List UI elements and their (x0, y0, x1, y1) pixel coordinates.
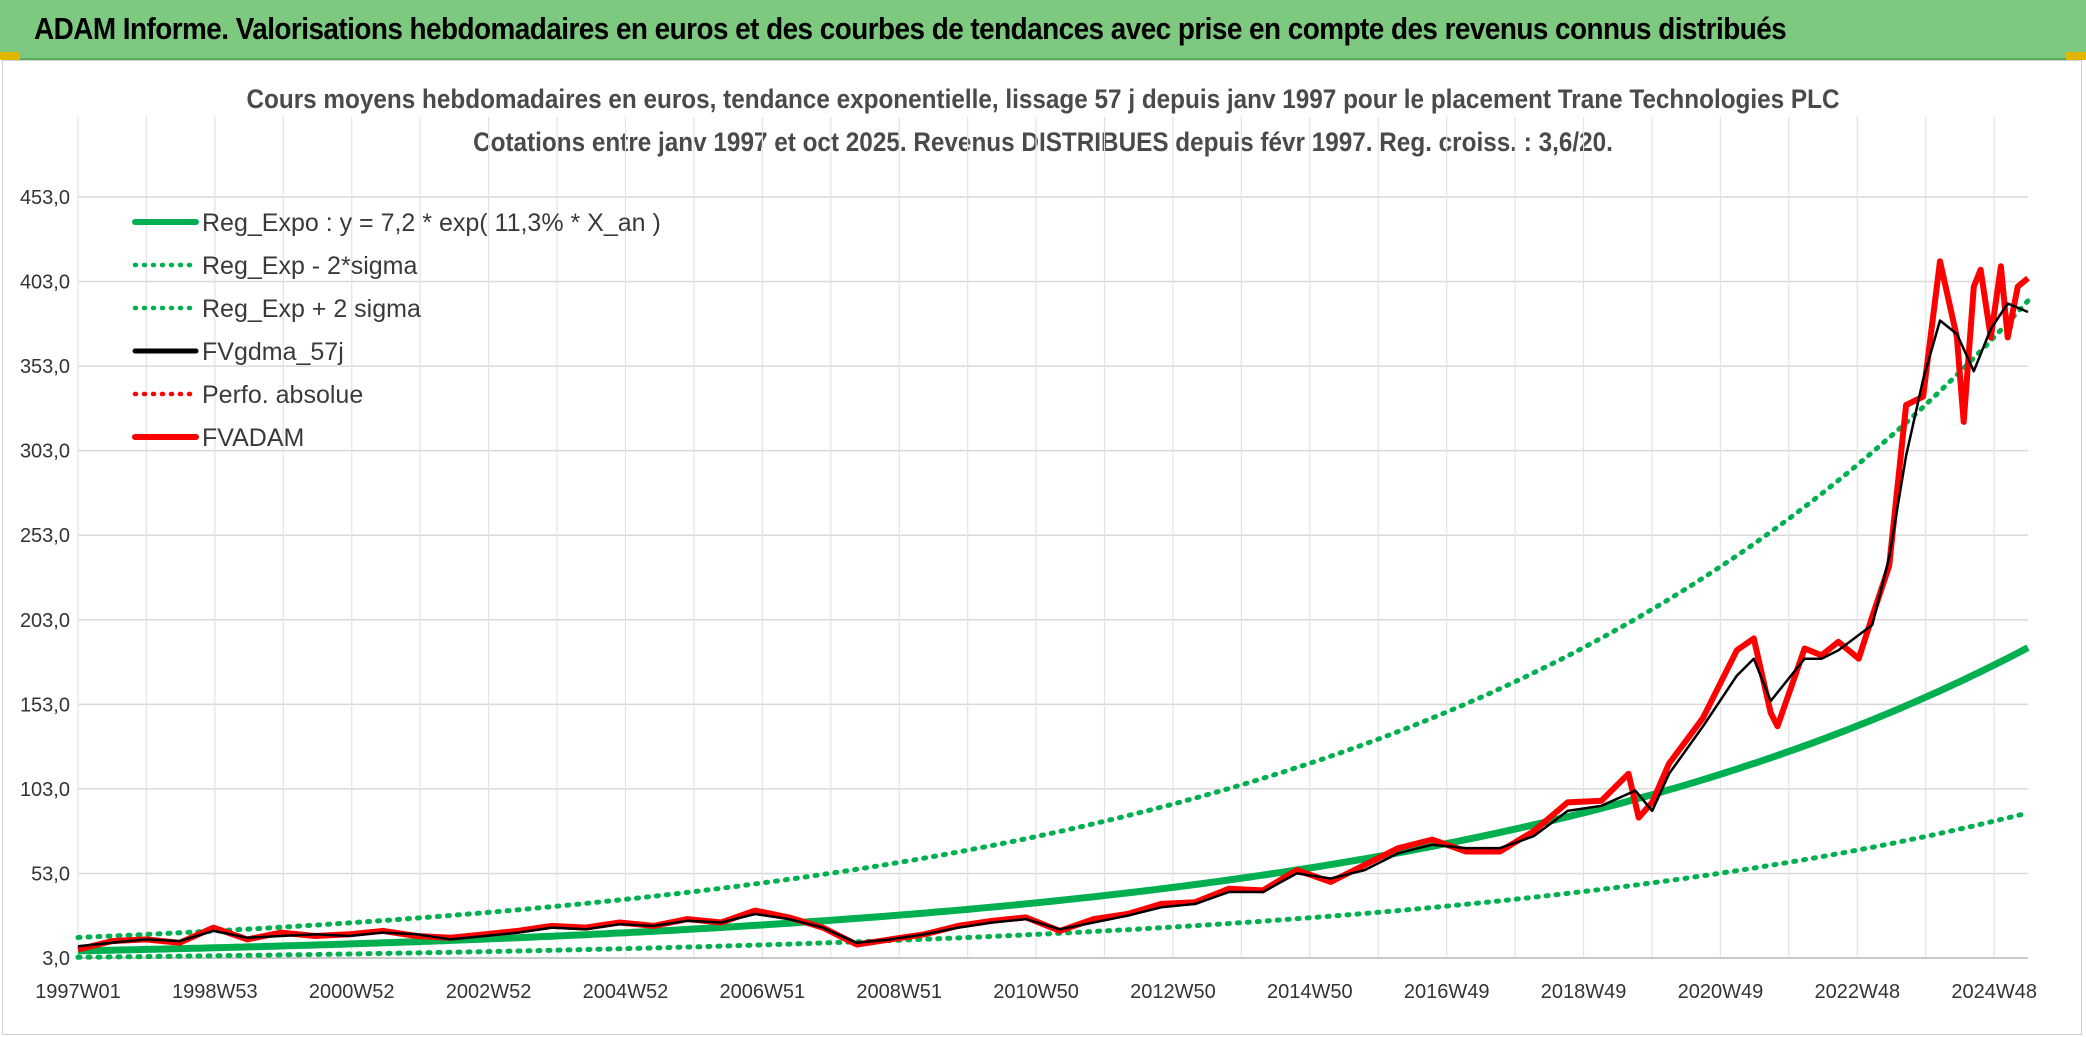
chart-legend: Reg_Expo : y = 7,2 * exp( 11,3% * X_an )… (132, 209, 661, 452)
report-banner: ADAM Informe. Valorisations hebdomadaire… (0, 0, 2086, 60)
legend-label: FVADAM (202, 424, 304, 452)
y-tick-label: 103,0 (20, 779, 70, 801)
report-title: ADAM Informe. Valorisations hebdomadaire… (34, 11, 1787, 46)
legend-label: FVgdma_57j (202, 338, 344, 366)
series-reg-expo (77, 644, 2030, 955)
legend-label: Reg_Expo : y = 7,2 * exp( 11,3% * X_an ) (202, 209, 661, 237)
x-tick-label: 1997W01 (35, 981, 121, 1003)
legend-label: Perfo. absolue (202, 381, 363, 409)
x-tick-label: 2022W48 (1814, 981, 1900, 1003)
y-tick-label: 3,0 (42, 948, 70, 970)
y-axis-ticks: 3,0 53,0 103,0 153,0 203,0 253,0 303,0 353,0 403… (20, 187, 70, 970)
x-tick-label: 1998W53 (172, 981, 258, 1003)
x-tick-label: 2010W50 (993, 981, 1079, 1003)
chart-title: Cours moyens hebdomadaires en euros, ten… (246, 84, 1840, 114)
legend-label: Reg_Exp + 2 sigma (202, 295, 421, 323)
x-tick-label: 2006W51 (720, 981, 806, 1003)
chart-frame (2, 60, 2082, 1035)
y-tick-label: 453,0 (20, 187, 70, 209)
x-tick-label: 2024W48 (1951, 981, 2037, 1003)
series-reg-exp-minus-2sigma (75, 810, 2031, 960)
series-fvadam (77, 258, 2030, 953)
x-tick-label: 2014W50 (1267, 981, 1353, 1003)
y-tick-label: 303,0 (20, 441, 70, 463)
corner-accent-left (0, 52, 20, 60)
x-tick-label: 2000W52 (309, 981, 395, 1003)
y-tick-label: 353,0 (20, 356, 70, 378)
series-fvgdma-57j (77, 302, 2029, 948)
x-tick-label: 2016W49 (1404, 981, 1490, 1003)
y-tick-label: 403,0 (20, 272, 70, 294)
series-lines (75, 258, 2031, 960)
x-axis-ticks: 1997W01 1998W53 2000W52 2002W52 2004W52 2006W… (35, 981, 2037, 1003)
corner-accent-right (2066, 52, 2086, 60)
x-tick-label: 2018W49 (1541, 981, 1627, 1003)
y-tick-label: 53,0 (31, 863, 70, 885)
y-tick-label: 153,0 (20, 694, 70, 716)
x-tick-label: 2002W52 (446, 981, 532, 1003)
series-reg-exp-plus-2sigma (75, 298, 2031, 940)
x-tick-label: 2012W50 (1130, 981, 1216, 1003)
x-tick-label: 2020W49 (1678, 981, 1764, 1003)
chart-subtitle: Cotations entre janv 1997 et oct 2025. R… (473, 127, 1613, 157)
x-tick-label: 2008W51 (856, 981, 942, 1003)
y-tick-label: 203,0 (20, 610, 70, 632)
chart-grid (77, 117, 2028, 959)
legend-label: Reg_Exp - 2*sigma (202, 252, 417, 280)
y-tick-label: 253,0 (20, 525, 70, 547)
x-tick-label: 2004W52 (583, 981, 669, 1003)
